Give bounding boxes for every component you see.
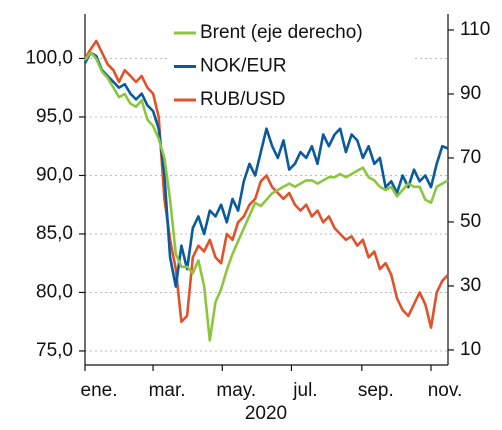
x-tick-label: may. bbox=[216, 380, 256, 401]
legend-label: RUB/USD bbox=[200, 89, 286, 110]
x-tick-label: mar. bbox=[149, 380, 186, 401]
y-tick-label: 75,0 bbox=[36, 340, 73, 361]
y-tick-label: 85,0 bbox=[36, 223, 73, 244]
x-tick-label: ene. bbox=[81, 380, 118, 401]
x-tick-label: nov. bbox=[428, 380, 463, 401]
y2-tick-label: 30 bbox=[460, 275, 481, 296]
series-line bbox=[83, 51, 449, 342]
legend-bg bbox=[168, 53, 413, 80]
y-tick-label: 80,0 bbox=[36, 281, 73, 302]
legend-label: NOK/EUR bbox=[200, 56, 287, 77]
legend-bg bbox=[168, 87, 413, 113]
series-line bbox=[83, 51, 449, 288]
y2-tick-label: 70 bbox=[460, 147, 481, 168]
y-tick-label: 100,0 bbox=[25, 47, 73, 68]
x-tick-label: sep. bbox=[358, 380, 394, 401]
y2-tick-label: 90 bbox=[460, 83, 481, 104]
y2-tick-label: 50 bbox=[460, 211, 481, 232]
legend-bg bbox=[168, 20, 413, 46]
series-line bbox=[83, 39, 449, 329]
y-tick-label: 90,0 bbox=[36, 164, 73, 185]
y-tick-label: 95,0 bbox=[36, 106, 73, 127]
x-axis-label: 2020 bbox=[245, 403, 287, 424]
y2-tick-label: 10 bbox=[460, 339, 481, 360]
legend-label: Brent (eje derecho) bbox=[200, 22, 363, 43]
x-tick-label: jul. bbox=[292, 380, 317, 401]
y2-tick-label: 110 bbox=[460, 19, 490, 40]
